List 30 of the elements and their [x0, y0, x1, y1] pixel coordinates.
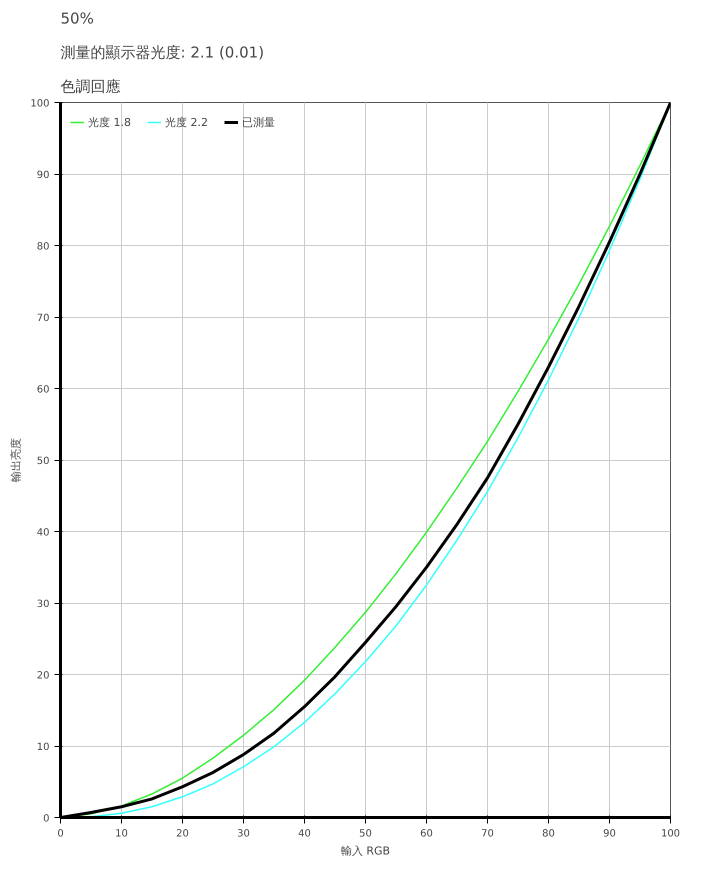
y-tick-label: 80: [36, 242, 50, 252]
y-tick-label: 0: [43, 814, 50, 824]
x-tick-label: 10: [115, 828, 128, 840]
y-tick-label: 30: [36, 599, 50, 610]
y-tick-label: 10: [36, 742, 50, 753]
x-tick-label: 90: [603, 828, 616, 840]
text: 測量的顯示器光度: 2.1 (0.01): [60, 44, 264, 62]
x-tick-label: 30: [237, 828, 250, 840]
x-tick-label: 0: [57, 828, 64, 840]
chart-title: 色調回應: [60, 78, 120, 96]
legend-label: 已測量: [242, 114, 275, 130]
x-tick-label: 60: [420, 828, 433, 840]
x-tick-label: 80: [542, 828, 555, 840]
y-axis-title: 輸出亮度: [9, 438, 22, 482]
text: 50%: [60, 10, 94, 28]
y-tick-label: 50: [36, 456, 50, 467]
legend-label: 光度 2.2: [165, 114, 208, 130]
y-tick-label: 20: [36, 670, 50, 682]
y-tick-label: 70: [36, 313, 50, 324]
x-axis-title: 輸入 RGB: [340, 844, 390, 858]
x-tick-label: 50: [359, 828, 372, 840]
x-tick-label: 20: [176, 828, 189, 840]
x-tick-label: 40: [298, 828, 311, 840]
y-tick-label: 60: [36, 384, 50, 396]
x-tick-label: 100: [660, 828, 680, 840]
y-tick-label: 40: [36, 528, 50, 538]
legend-label: 光度 1.8: [88, 114, 131, 130]
x-tick-label: 70: [481, 828, 494, 840]
y-tick-label: 100: [30, 98, 50, 110]
y-tick-label: 90: [36, 170, 50, 181]
